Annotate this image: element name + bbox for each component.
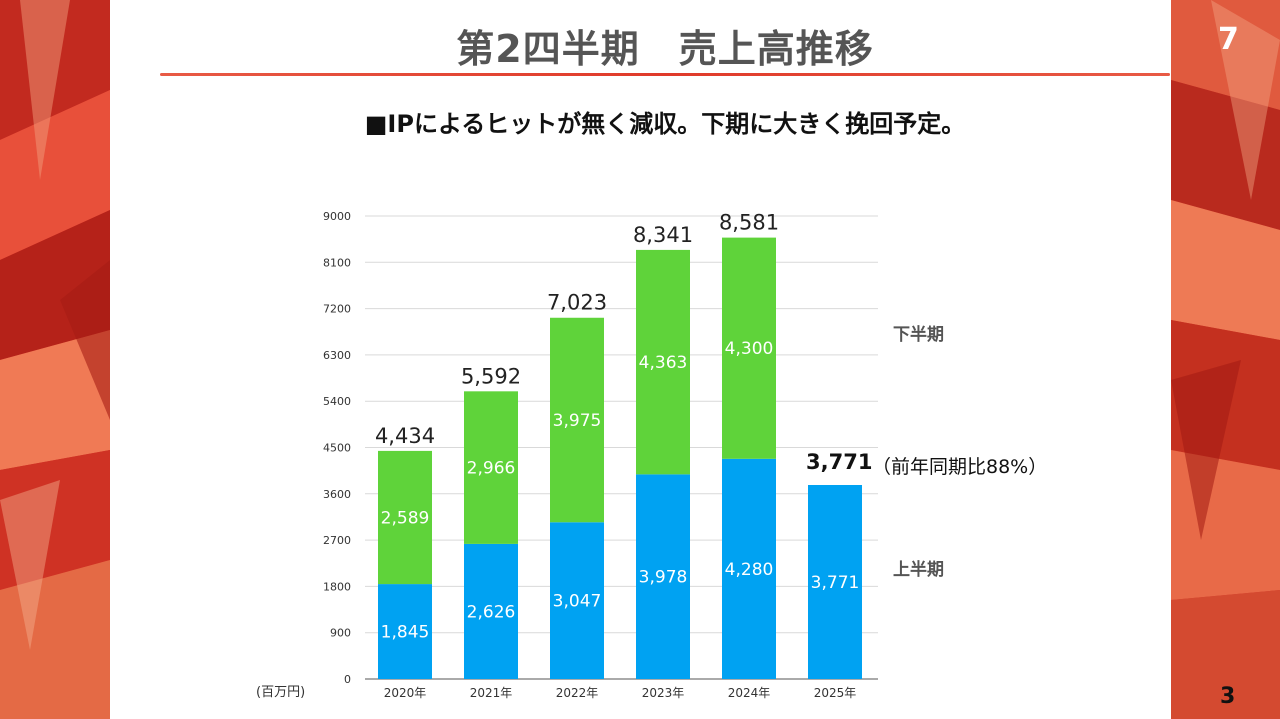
y-tick-label: 900 — [330, 627, 351, 640]
year-over-year-note: （前年同期比88%） — [872, 456, 1048, 478]
x-tick-label: 2023年 — [642, 686, 685, 700]
legend-first-half: 上半期 — [893, 560, 944, 580]
right-decorative-panel — [1171, 0, 1280, 719]
x-tick-label: 2021年 — [470, 686, 513, 700]
bar-first-half — [636, 474, 690, 679]
page-number: 3 — [1220, 684, 1236, 709]
data-label-total: 7,023 — [547, 291, 607, 315]
data-label-total: 5,592 — [461, 364, 521, 388]
bar-second-half — [636, 249, 690, 475]
bar-second-half — [550, 317, 604, 523]
y-tick-label: 4500 — [323, 442, 351, 455]
unit-label: (百万円) — [256, 685, 306, 700]
y-tick-label: 7200 — [323, 303, 351, 316]
y-tick-label: 6300 — [323, 349, 351, 362]
data-label-second-half: 4,300 — [725, 339, 774, 359]
x-tick-label: 2025年 — [814, 686, 857, 700]
bar-first-half — [378, 584, 432, 679]
slide-number: 7 — [1218, 22, 1239, 57]
y-tick-label: 9000 — [323, 210, 351, 223]
data-label-second-half: 2,589 — [381, 508, 430, 528]
bar-second-half — [464, 391, 518, 544]
latest-total-value: 3,771 — [806, 450, 873, 474]
data-label-total: 8,581 — [719, 211, 779, 235]
y-tick-label: 3600 — [323, 488, 351, 501]
x-tick-label: 2024年 — [728, 686, 771, 700]
x-tick-label: 2020年 — [384, 686, 427, 700]
bar-second-half — [722, 237, 776, 459]
y-tick-label: 2700 — [323, 534, 351, 547]
bar-first-half — [808, 485, 862, 679]
y-axis-tick-labels: 0 900 1800 2700 3600 4500 5400 6300 7200 8100 9000 — [323, 210, 351, 686]
y-tick-label: 8100 — [323, 256, 351, 269]
bars — [378, 237, 862, 679]
data-label-total: 8,341 — [633, 223, 693, 247]
data-labels: 1,845 2,589 4,434 2,626 2,966 5,592 3,047 3,975… — [375, 211, 859, 643]
grid-lines — [365, 215, 878, 680]
x-tick-label: 2022年 — [556, 686, 599, 700]
bar-first-half — [550, 522, 604, 679]
data-label-first-half: 3,771 — [811, 573, 860, 593]
data-label-second-half: 4,363 — [639, 353, 688, 373]
x-axis-tick-labels: 2020年 2021年 2022年 2023年 2024年 2025年 — [384, 686, 857, 700]
left-decorative-panel — [0, 0, 110, 719]
y-tick-label: 0 — [344, 673, 351, 686]
data-label-second-half: 2,966 — [467, 459, 516, 479]
data-label-second-half: 3,975 — [553, 411, 602, 431]
data-label-first-half: 3,978 — [639, 568, 688, 588]
data-label-first-half: 2,626 — [467, 602, 516, 622]
data-label-total: 4,434 — [375, 424, 435, 448]
legend-second-half: 下半期 — [893, 325, 944, 345]
data-label-first-half: 1,845 — [381, 623, 430, 643]
page-title: 第2四半期 売上高推移 — [456, 27, 874, 71]
title-divider — [160, 73, 1170, 76]
data-label-first-half: 4,280 — [725, 560, 774, 580]
data-label-first-half: 3,047 — [553, 592, 602, 612]
slide-subtitle: ■IPによるヒットが無く減収。下期に大きく挽回予定。 — [364, 110, 966, 138]
bar-second-half — [378, 450, 432, 585]
y-tick-label: 5400 — [323, 395, 351, 408]
bar-first-half — [464, 543, 518, 679]
bar-first-half — [722, 458, 776, 679]
y-tick-label: 1800 — [323, 580, 351, 593]
